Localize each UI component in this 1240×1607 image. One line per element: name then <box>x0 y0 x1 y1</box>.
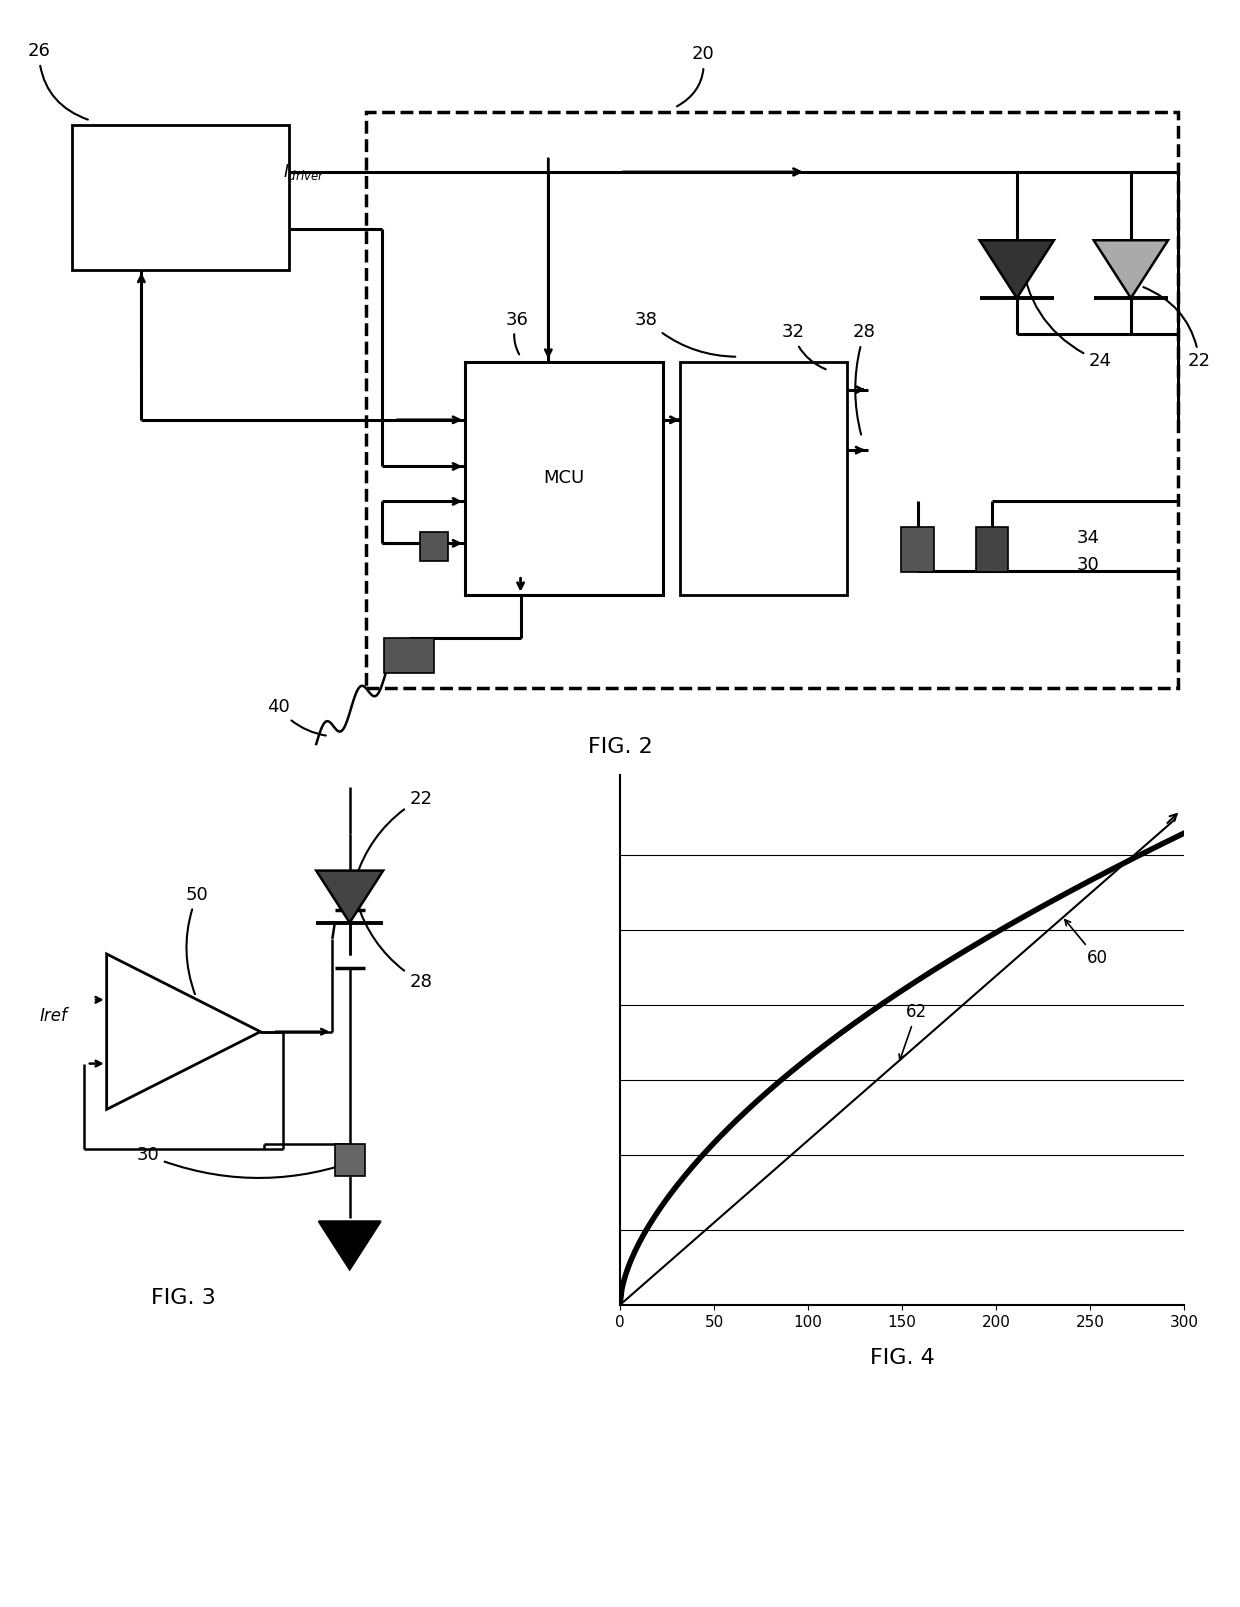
Text: 60: 60 <box>1065 919 1107 967</box>
Text: 62: 62 <box>899 1003 928 1061</box>
Text: 36: 36 <box>506 310 528 355</box>
Text: 30: 30 <box>136 1146 363 1178</box>
Text: 20: 20 <box>677 45 714 106</box>
Bar <box>384 638 434 673</box>
Text: FIG. 2: FIG. 2 <box>588 738 652 757</box>
Polygon shape <box>316 871 383 922</box>
Text: 26: 26 <box>27 42 88 119</box>
Polygon shape <box>107 955 260 1109</box>
Bar <box>976 527 1008 572</box>
Bar <box>366 112 1178 688</box>
Text: FIG. 4: FIG. 4 <box>870 1348 935 1368</box>
Text: 28: 28 <box>853 323 875 434</box>
Bar <box>465 362 663 595</box>
Text: 40: 40 <box>267 697 326 736</box>
Bar <box>680 362 847 595</box>
Polygon shape <box>980 241 1054 299</box>
Text: 22: 22 <box>356 789 433 879</box>
Polygon shape <box>1094 241 1168 299</box>
Text: 34: 34 <box>1076 529 1100 546</box>
Text: 28: 28 <box>357 902 432 990</box>
Text: 32: 32 <box>781 323 826 370</box>
Text: Iref: Iref <box>40 1006 67 1025</box>
Bar <box>420 532 448 561</box>
Text: FIG. 3: FIG. 3 <box>151 1289 216 1308</box>
Text: 30: 30 <box>1076 556 1099 574</box>
Bar <box>72 125 289 270</box>
Text: MCU: MCU <box>543 469 585 487</box>
Text: 50: 50 <box>186 885 208 995</box>
Text: 22: 22 <box>1143 288 1211 370</box>
Bar <box>901 527 934 572</box>
Polygon shape <box>319 1221 381 1270</box>
Text: 24: 24 <box>1021 256 1112 370</box>
Text: $I_{driver}$: $I_{driver}$ <box>283 162 325 182</box>
Text: 38: 38 <box>635 310 735 357</box>
Bar <box>335 1144 365 1176</box>
